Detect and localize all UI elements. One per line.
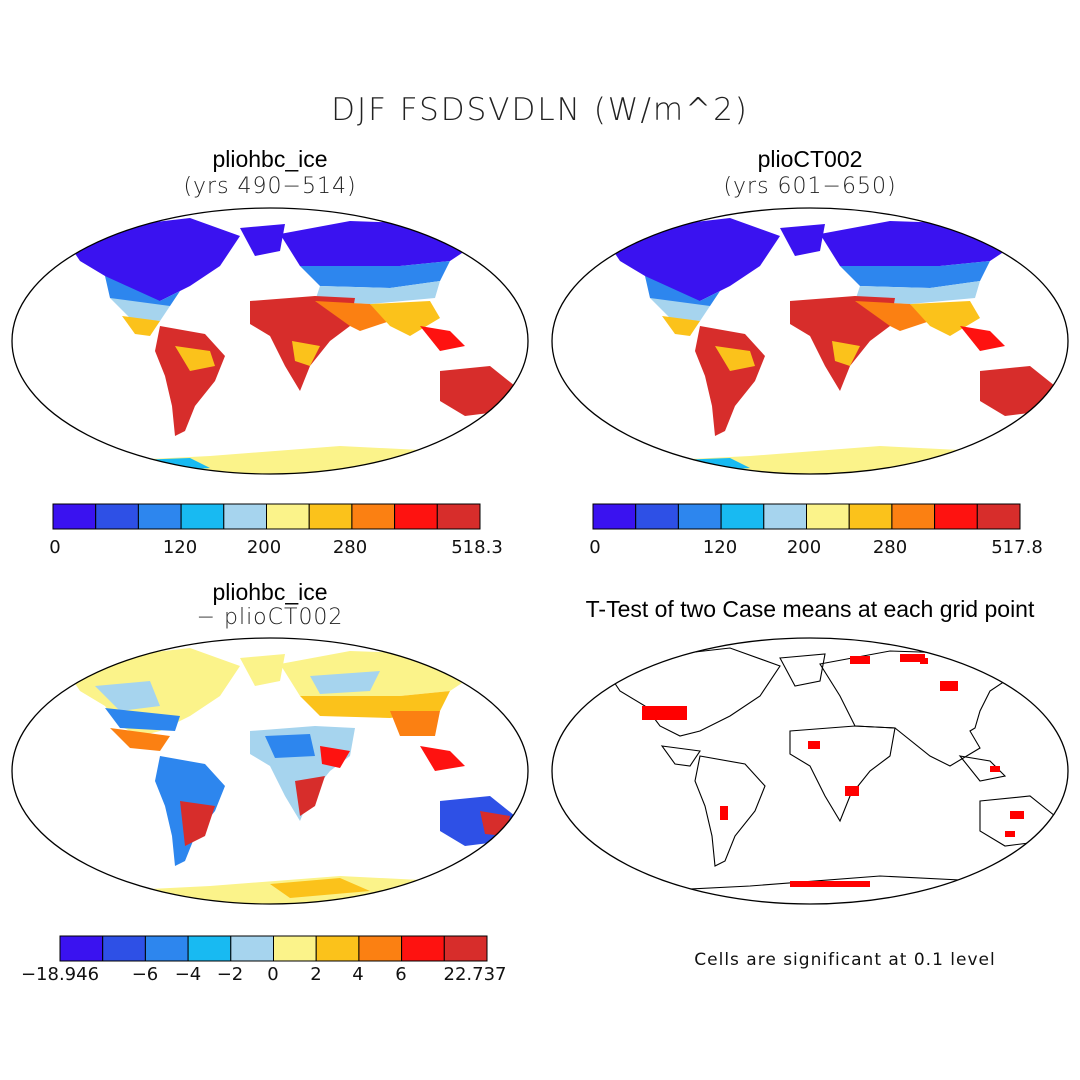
map-panel-4 [551,637,1069,905]
colorbar-swatch [52,503,97,530]
colorbar-1-label: 280 [332,537,368,558]
panel-2-title: plioCT002 [757,146,863,172]
colorbar-swatch [763,503,808,530]
colorbar-swatch [635,503,679,530]
colorbar-2-label: 280 [872,537,908,558]
colorbar-1-label: 200 [246,537,282,558]
colorbar-swatch [401,935,445,962]
map-panel-2 [551,207,1069,475]
colorbar-swatch [592,503,637,530]
colorbar-swatch [273,935,317,962]
panel-3-subtitle: − plioCT002 [196,605,344,630]
colorbar-3-label: −2 [216,964,244,985]
colorbar-swatch [720,503,765,530]
panel-4-title: T-Test of two Case means at each grid po… [585,596,1035,622]
colorbar-2-label: 200 [786,537,822,558]
colorbar-3-label: 6 [395,964,407,985]
colorbar-swatch [266,503,310,530]
colorbar-swatch [95,503,139,530]
colorbar-swatch [187,935,232,962]
colorbar-3-label: −6 [131,964,159,985]
colorbar-swatch [976,503,1021,530]
colorbar-swatch [436,503,481,530]
colorbar-swatch [180,503,225,530]
colorbar-swatch [59,935,104,962]
panel-2-subtitle: (yrs 601−650) [723,174,897,199]
map-panel-3 [11,637,529,905]
colorbar-3-label: −4 [174,964,202,985]
colorbar-swatch [806,503,850,530]
panel-3-title: pliohbc_ice [212,579,328,605]
figure-title: DJF FSDSVDLN (W/m^2) [331,92,749,128]
colorbar-3-label: −18.946 [20,964,100,985]
colorbar-3-label: 4 [352,964,364,985]
colorbar-panel-1 [52,503,481,530]
panel-1-title: pliohbc_ice [212,146,328,172]
colorbar-1-label: 120 [162,537,198,558]
colorbar-swatch [443,935,488,962]
colorbar-swatch [358,935,403,962]
colorbar-swatch [102,935,146,962]
colorbar-swatch [230,935,275,962]
colorbar-swatch [144,935,189,962]
significance-note: Cells are significant at 0.1 level [694,950,996,970]
colorbar-swatch [137,503,182,530]
colorbar-swatch [934,503,978,530]
colorbar-1-label: 518.3 [451,537,503,558]
colorbar-1-label: 0 [49,537,61,558]
colorbar-panel-3 [59,935,488,962]
panel-1-subtitle: (yrs 490−514) [183,174,357,199]
colorbar-3-label: 22.737 [443,964,507,985]
colorbar-2-label: 120 [702,537,738,558]
colorbar-swatch [351,503,396,530]
colorbar-swatch [223,503,268,530]
colorbar-2-label: 0 [589,537,601,558]
colorbar-2-label: 517.8 [991,537,1043,558]
colorbar-3-label: 0 [267,964,279,985]
colorbar-swatch [677,503,722,530]
colorbar-swatch [891,503,936,530]
colorbar-panel-2 [592,503,1021,530]
map-panel-1 [11,207,529,475]
colorbar-3-label: 2 [310,964,322,985]
colorbar-swatch [848,503,893,530]
colorbar-swatch [315,935,360,962]
colorbar-swatch [394,503,438,530]
colorbar-swatch [308,503,353,530]
